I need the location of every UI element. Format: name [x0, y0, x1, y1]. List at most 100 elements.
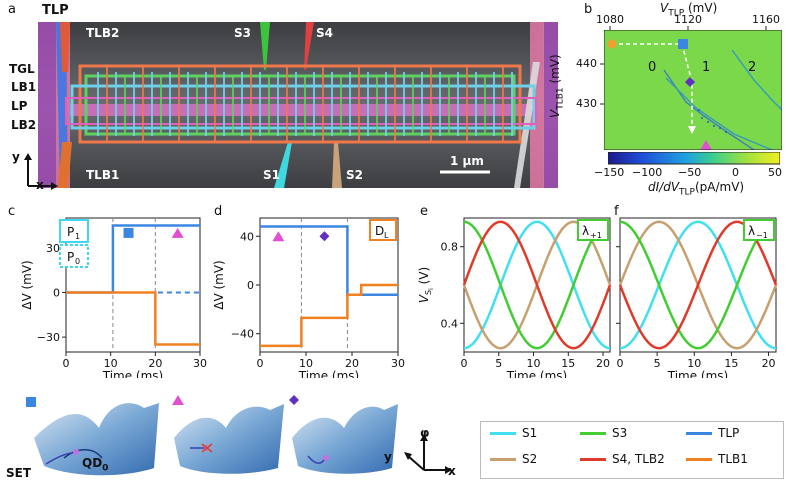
xtick-label: 20	[345, 357, 359, 370]
lambda-box	[577, 219, 609, 241]
panel-b-ylabel-sub: TLB1	[555, 87, 566, 110]
series-s4-tlb2-line	[462, 220, 612, 350]
panel-b-ytick-430: 430	[576, 97, 597, 110]
xtick-label: 15	[724, 357, 738, 370]
y-axis-label: ΔV (mV)	[20, 260, 34, 310]
sem-label-tgl: TGL	[9, 62, 35, 76]
colorbar-tick-0: 0	[732, 166, 739, 179]
panel-b-xlabel: VTLP (mV)	[660, 1, 717, 18]
panel-b-xtick-1120: 1120	[674, 13, 702, 26]
panel-b-xlabel-main: V	[660, 1, 669, 15]
marker-triangle	[700, 140, 712, 150]
sem-label-tlb1: TLB1	[86, 168, 120, 182]
region-label-1: 1	[702, 60, 711, 75]
chart-e: 0 5 10 15 20 0.8 0.4 Time (ms) VSi (V) λ +1	[417, 217, 612, 378]
panel-b-xlabel-unit: (mV)	[684, 1, 718, 15]
sem-axis-x: x	[36, 178, 44, 192]
sem-label-lp: LP	[11, 99, 28, 113]
ytick-label: −40	[231, 328, 254, 341]
dl-box	[369, 219, 397, 241]
qd-label-sub: 0	[102, 463, 109, 474]
dl-label: D	[375, 224, 384, 238]
panel-b-map	[604, 30, 782, 150]
colorbar-label-unit: (pA/mV)	[694, 180, 745, 194]
axis-x: x	[448, 464, 456, 478]
series-s1-line	[619, 220, 777, 350]
xtick-label: 10	[104, 357, 118, 370]
legend-label-tlb1: TLB1	[718, 452, 748, 466]
set-label: SET	[6, 466, 32, 480]
xtick-label: 10	[687, 357, 701, 370]
y-axis-label-sub: S	[424, 290, 433, 295]
ytick-label: 30	[46, 242, 60, 255]
colorbar-tick-m100: −100	[632, 166, 663, 179]
colorbar-tick-m150: −150	[594, 166, 625, 179]
series-s1-line	[463, 220, 611, 350]
panel-label-a: a	[8, 2, 16, 17]
panel-label-f: f	[614, 204, 619, 219]
panel-label-b: b	[584, 2, 593, 17]
legend-item-tlb1: TLB1	[686, 452, 748, 466]
axes-3d-icon	[404, 434, 452, 474]
p0-box	[59, 244, 89, 268]
panel-b-xlabel-sub: TLP	[668, 8, 685, 19]
legend-swatch-s1	[490, 431, 516, 435]
xtick-label: 20	[762, 357, 776, 370]
sem-label-lb1: LB1	[11, 80, 37, 94]
marker-triangle	[171, 227, 184, 238]
colorbar-label-main: dI/dV	[648, 180, 680, 194]
legend-label-tlp: TLP	[718, 426, 740, 440]
chart-d: 0 10 20 30 40 0 −40 Time (ms) ΔV (mV) D L	[212, 217, 405, 378]
colorbar-label-sub: TLP	[679, 187, 695, 198]
potential-schematic	[26, 395, 398, 476]
sem-axis-y: y	[12, 150, 20, 164]
legend-label-s4-tlb2: S4, TLB2	[612, 452, 665, 466]
xtick-label: 10	[299, 357, 313, 370]
legend-swatch-s4-tlb2	[580, 457, 606, 461]
marker-diamond	[319, 231, 330, 242]
panel-b-xtick-1160: 1160	[752, 13, 780, 26]
legend-item-s1: S1	[490, 426, 537, 440]
panel-b-ylabel: VTLB1 (mV)	[548, 54, 565, 118]
xtick-label: 15	[561, 357, 575, 370]
panel-label-c: c	[8, 204, 16, 219]
xtick-label: 5	[654, 357, 661, 370]
panel-label-d: d	[214, 204, 223, 219]
xtick-label: 0	[617, 357, 624, 370]
scalebar-label: 1 μm	[450, 154, 484, 168]
legend-swatch-tlb1	[686, 457, 712, 461]
legend-item-s2: S2	[490, 452, 537, 466]
series-tlb1-line	[66, 291, 200, 346]
panel-b-ytick-440: 440	[576, 57, 597, 70]
legend-label-s3: S3	[612, 426, 628, 440]
legend-item-s3: S3	[580, 426, 627, 440]
panel-b-ticks	[600, 26, 767, 105]
marker-diamond	[685, 77, 695, 87]
region-label-2: 2	[748, 60, 757, 75]
xtick-label: 0	[257, 357, 264, 370]
legend-swatch-s2	[490, 457, 516, 461]
legend-swatch-s3	[580, 431, 606, 435]
x-axis-label: Time (ms)	[298, 369, 360, 378]
sem-image	[38, 22, 558, 188]
ytick-label: 0.4	[441, 317, 459, 330]
schematic-diamond-icon	[289, 395, 299, 405]
x-axis-label: Time (ms)	[102, 369, 164, 378]
qd-label-main: QD	[82, 456, 103, 470]
y-axis-label-subsub: i	[428, 288, 435, 290]
ytick-label: 0	[53, 286, 60, 299]
series-tlp-line	[260, 225, 398, 296]
x-axis-label: Time (ms)	[667, 369, 729, 378]
y-axis-label: VSi (V)	[417, 267, 435, 303]
xtick-label: 20	[596, 357, 610, 370]
y-axis-label: ΔV (mV)	[212, 260, 226, 310]
marker-circle	[607, 39, 617, 49]
p0-label: P	[67, 250, 74, 264]
panel-b-xtick-1080: 1080	[596, 13, 624, 26]
lambda-box	[743, 219, 775, 241]
axis-phi: φ	[420, 426, 430, 440]
x-axis-label: Time (ms)	[506, 369, 568, 378]
ytick-label: 0	[247, 279, 254, 292]
sem-label-s2: S2	[346, 168, 363, 182]
